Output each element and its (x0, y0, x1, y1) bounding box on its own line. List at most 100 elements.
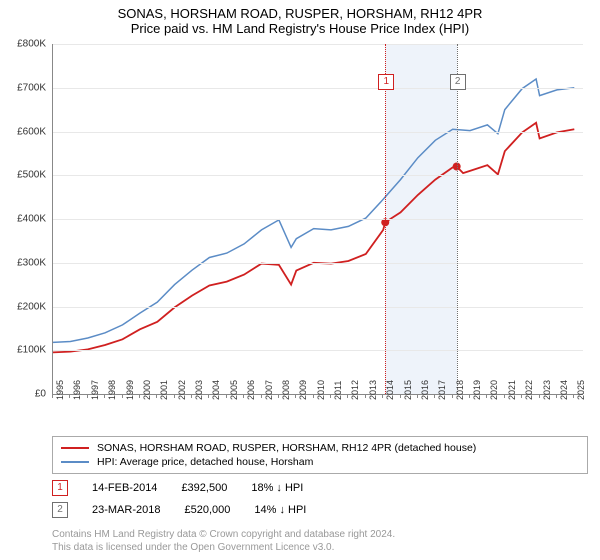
plot: 12 (52, 44, 583, 395)
x-tick-label: 2016 (420, 380, 430, 400)
sale-marker-box-1: 1 (52, 480, 68, 496)
x-tick-label: 2012 (350, 380, 360, 400)
x-tick-mark (139, 394, 140, 398)
x-tick-mark (521, 394, 522, 398)
x-tick-label: 2025 (576, 380, 586, 400)
x-tick-label: 1999 (125, 380, 135, 400)
y-gridline (53, 132, 583, 133)
y-tick-label: £800K (17, 39, 46, 50)
x-tick-mark (261, 394, 262, 398)
x-tick-mark (208, 394, 209, 398)
y-tick-label: £300K (17, 257, 46, 268)
sale-row-2: 2 23-MAR-2018 £520,000 14% ↓ HPI (52, 502, 600, 518)
x-tick-mark (504, 394, 505, 398)
y-gridline (53, 44, 583, 45)
x-tick-label: 2006 (246, 380, 256, 400)
sale-row-1: 1 14-FEB-2014 £392,500 18% ↓ HPI (52, 480, 600, 496)
sale-delta: 14% ↓ HPI (254, 504, 306, 516)
attribution-line2: This data is licensed under the Open Gov… (52, 541, 600, 554)
x-tick-mark (69, 394, 70, 398)
x-tick-label: 2004 (211, 380, 221, 400)
series-line-blue (53, 79, 574, 342)
x-tick-mark (122, 394, 123, 398)
y-gridline (53, 88, 583, 89)
x-tick-mark (156, 394, 157, 398)
x-tick-label: 1996 (72, 380, 82, 400)
y-tick-label: £400K (17, 214, 46, 225)
x-tick-label: 2000 (142, 380, 152, 400)
x-tick-mark (243, 394, 244, 398)
figure-container: SONAS, HORSHAM ROAD, RUSPER, HORSHAM, RH… (0, 0, 600, 554)
y-gridline (53, 350, 583, 351)
sale-marker-box-2: 2 (52, 502, 68, 518)
x-tick-label: 2011 (333, 381, 343, 400)
x-tick-label: 2009 (298, 380, 308, 400)
x-tick-label: 2001 (159, 380, 169, 400)
y-gridline (53, 263, 583, 264)
x-tick-label: 2005 (229, 380, 239, 400)
attribution: Contains HM Land Registry data © Crown c… (52, 528, 600, 554)
y-tick-label: £200K (17, 301, 46, 312)
x-tick-label: 1995 (55, 380, 65, 400)
x-tick-mark (469, 394, 470, 398)
x-tick-label: 2020 (489, 380, 499, 400)
attribution-line1: Contains HM Land Registry data © Crown c… (52, 528, 600, 541)
x-tick-label: 2014 (385, 380, 395, 400)
x-tick-mark (104, 394, 105, 398)
sale-price: £520,000 (184, 504, 230, 516)
x-tick-mark (313, 394, 314, 398)
x-tick-label: 2018 (455, 380, 465, 400)
x-tick-label: 2024 (559, 380, 569, 400)
title-line2: Price paid vs. HM Land Registry's House … (0, 21, 600, 36)
marker-vline (457, 44, 458, 394)
x-tick-label: 2002 (177, 380, 187, 400)
y-tick-label: £600K (17, 126, 46, 137)
x-tick-label: 2019 (472, 380, 482, 400)
x-tick-mark (278, 394, 279, 398)
y-gridline (53, 175, 583, 176)
legend-swatch-red (61, 447, 89, 449)
x-tick-label: 2007 (264, 380, 274, 400)
x-tick-mark (382, 394, 383, 398)
x-tick-mark (400, 394, 401, 398)
x-tick-mark (452, 394, 453, 398)
y-tick-label: £100K (17, 345, 46, 356)
x-tick-label: 2021 (507, 380, 517, 400)
x-tick-label: 2017 (437, 380, 447, 400)
x-tick-label: 2015 (403, 380, 413, 400)
x-tick-mark (347, 394, 348, 398)
x-tick-mark (87, 394, 88, 398)
x-tick-mark (417, 394, 418, 398)
title-block: SONAS, HORSHAM ROAD, RUSPER, HORSHAM, RH… (0, 0, 600, 36)
x-tick-mark (365, 394, 366, 398)
x-tick-label: 2010 (316, 380, 326, 400)
x-tick-mark (556, 394, 557, 398)
x-tick-mark (539, 394, 540, 398)
x-tick-label: 2008 (281, 380, 291, 400)
sale-delta: 18% ↓ HPI (251, 482, 303, 494)
y-tick-label: £500K (17, 170, 46, 181)
x-tick-mark (295, 394, 296, 398)
x-tick-label: 1998 (107, 380, 117, 400)
x-tick-mark (226, 394, 227, 398)
sale-date: 23-MAR-2018 (92, 504, 160, 516)
x-tick-label: 2003 (194, 380, 204, 400)
y-tick-label: £0 (35, 389, 46, 400)
series-line-red (53, 123, 574, 353)
x-tick-mark (52, 394, 53, 398)
legend-swatch-blue (61, 461, 89, 463)
x-tick-mark (434, 394, 435, 398)
x-tick-label: 2013 (368, 380, 378, 400)
legend-box: SONAS, HORSHAM ROAD, RUSPER, HORSHAM, RH… (52, 436, 588, 474)
marker-box-1: 1 (378, 74, 394, 90)
legend-row: HPI: Average price, detached house, Hors… (61, 455, 579, 469)
legend-row: SONAS, HORSHAM ROAD, RUSPER, HORSHAM, RH… (61, 441, 579, 455)
x-tick-label: 2022 (524, 380, 534, 400)
chart-area: 12 £0£100K£200K£300K£400K£500K£600K£700K… (52, 44, 582, 394)
x-tick-mark (573, 394, 574, 398)
x-tick-mark (191, 394, 192, 398)
marker-vline (385, 44, 386, 394)
x-tick-label: 2023 (542, 380, 552, 400)
x-tick-mark (174, 394, 175, 398)
title-line1: SONAS, HORSHAM ROAD, RUSPER, HORSHAM, RH… (0, 6, 600, 21)
